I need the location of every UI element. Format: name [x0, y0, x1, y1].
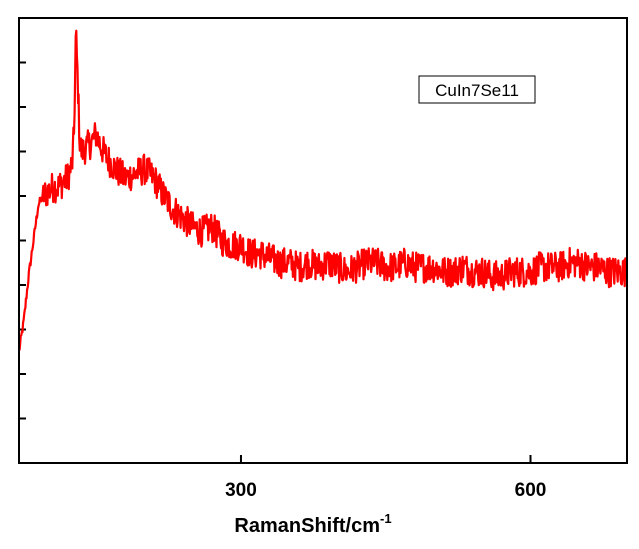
- x-axis-title-text: RamanShift/cm: [234, 515, 380, 537]
- x-tick-label-600: 600: [515, 480, 547, 501]
- plot-frame: [18, 17, 628, 464]
- x-axis-title: RamanShift/cm-1: [234, 511, 391, 537]
- x-tick-labels: 300 600: [225, 480, 546, 501]
- series-line-cuin7se11: [18, 29, 628, 352]
- legend: CuIn7Se11: [418, 75, 536, 104]
- x-tick-label-300: 300: [225, 480, 257, 501]
- legend-box: [418, 75, 536, 104]
- legend-entry-cuin7se11: CuIn7Se11: [435, 81, 519, 100]
- y-axis-ticks: [19, 17, 26, 420]
- x-axis-ticks: [239, 455, 532, 463]
- x-axis-title-superscript: -1: [380, 511, 392, 526]
